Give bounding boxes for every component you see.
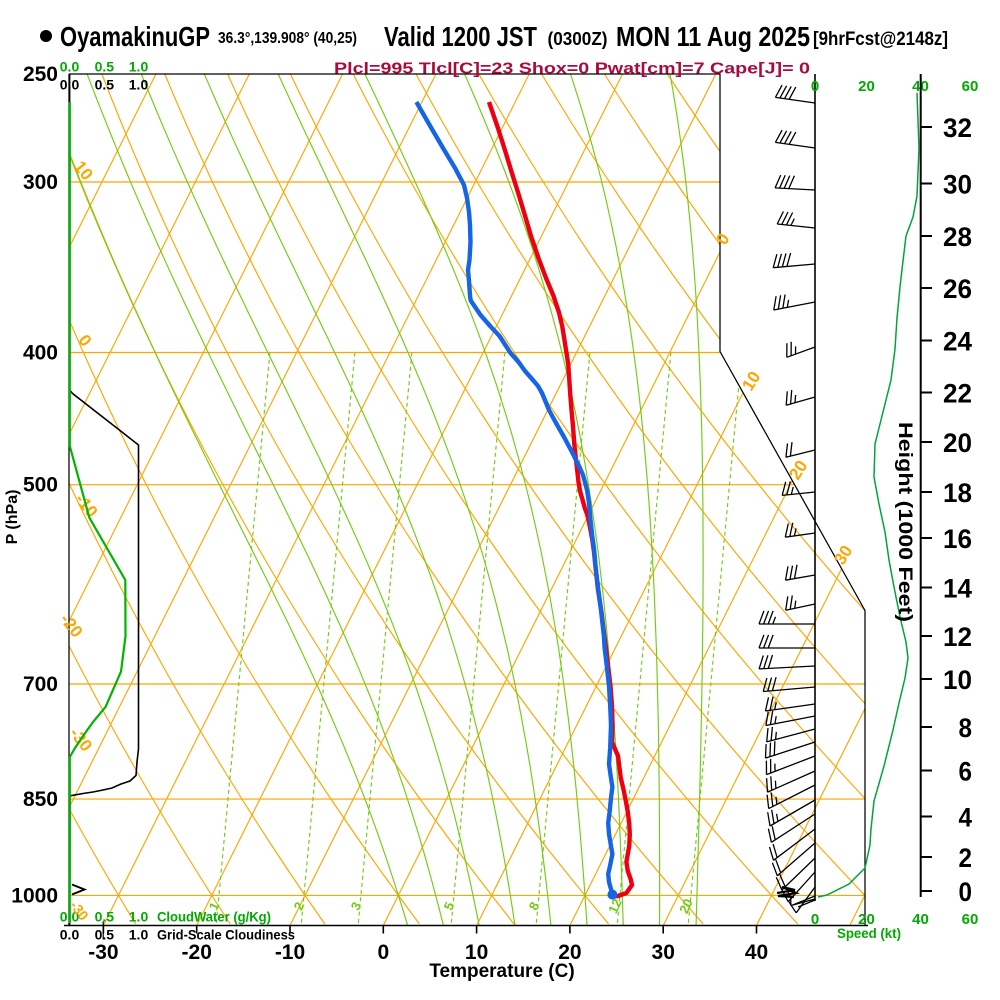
svg-text:1.0: 1.0 <box>129 909 149 925</box>
svg-text:30: 30 <box>652 941 675 964</box>
svg-text:40: 40 <box>912 911 929 928</box>
svg-text:20: 20 <box>676 896 696 915</box>
svg-text:400: 400 <box>23 342 58 365</box>
svg-text:24: 24 <box>943 327 972 357</box>
svg-text:0.0: 0.0 <box>60 927 80 943</box>
svg-text:1.0: 1.0 <box>129 77 149 93</box>
svg-text:36.3°,139.908° (40,25): 36.3°,139.908° (40,25) <box>218 30 357 47</box>
svg-text:Temperature (C): Temperature (C) <box>429 961 574 982</box>
svg-text:16: 16 <box>943 524 972 554</box>
svg-text:P (hPa): P (hPa) <box>4 490 21 545</box>
svg-text:850: 850 <box>23 788 58 811</box>
svg-text:0: 0 <box>811 911 819 928</box>
svg-text:Height (1000 Feet): Height (1000 Feet) <box>894 422 915 622</box>
svg-text:14: 14 <box>943 574 972 604</box>
svg-text:10: 10 <box>465 941 488 964</box>
svg-text:700: 700 <box>23 673 58 696</box>
svg-text:6: 6 <box>959 757 973 787</box>
svg-text:0.5: 0.5 <box>95 927 115 943</box>
svg-text:8: 8 <box>959 713 973 743</box>
svg-text:Valid 1200 JST: Valid 1200 JST <box>384 21 537 52</box>
svg-text:(0300Z): (0300Z) <box>548 29 608 49</box>
svg-text:0: 0 <box>377 941 389 964</box>
svg-text:22: 22 <box>943 379 972 409</box>
svg-text:0.5: 0.5 <box>95 909 115 925</box>
svg-text:60: 60 <box>962 911 979 928</box>
svg-text:Plcl=995 Tlcl[C]=23 Shox=0 Pwa: Plcl=995 Tlcl[C]=23 Shox=0 Pwat[cm]=7 Ca… <box>334 61 810 78</box>
svg-text:0.0: 0.0 <box>60 59 80 75</box>
svg-text:12: 12 <box>605 896 625 915</box>
svg-text:4: 4 <box>959 803 973 833</box>
svg-text:32: 32 <box>943 113 972 143</box>
svg-text:26: 26 <box>943 274 972 304</box>
svg-text:18: 18 <box>943 478 972 508</box>
svg-text:300: 300 <box>23 171 58 194</box>
svg-text:28: 28 <box>943 222 972 252</box>
svg-text:250: 250 <box>23 63 58 86</box>
svg-text:0.5: 0.5 <box>95 59 115 75</box>
svg-text:10: 10 <box>943 665 972 695</box>
svg-text:Grid-Scale Cloudiness: Grid-Scale Cloudiness <box>157 927 295 943</box>
svg-text:[9hrFcst@2148z]: [9hrFcst@2148z] <box>813 29 948 50</box>
svg-text:OyamakinuGP: OyamakinuGP <box>60 21 210 52</box>
svg-text:20: 20 <box>943 428 972 458</box>
svg-text:20: 20 <box>858 911 875 928</box>
svg-text:0: 0 <box>959 877 973 907</box>
svg-text:12: 12 <box>943 622 972 652</box>
svg-text:2: 2 <box>959 843 973 873</box>
svg-text:-20: -20 <box>182 941 212 964</box>
svg-text:20: 20 <box>558 941 581 964</box>
svg-text:Speed (kt): Speed (kt) <box>837 925 901 941</box>
svg-text:60: 60 <box>962 78 979 95</box>
svg-text:-30: -30 <box>88 941 118 964</box>
svg-text:1.0: 1.0 <box>129 927 149 943</box>
svg-text:0.5: 0.5 <box>95 77 115 93</box>
svg-text:1.0: 1.0 <box>129 59 149 75</box>
svg-text:MON 11 Aug 2025: MON 11 Aug 2025 <box>616 21 810 52</box>
svg-text:-10: -10 <box>275 941 305 964</box>
svg-text:500: 500 <box>23 474 58 497</box>
svg-text:1000: 1000 <box>11 884 58 907</box>
svg-text:CloudWater (g/Kg): CloudWater (g/Kg) <box>157 909 271 925</box>
svg-text:30: 30 <box>943 170 972 200</box>
svg-text:40: 40 <box>745 941 768 964</box>
svg-text:0: 0 <box>811 78 819 95</box>
svg-text:20: 20 <box>858 78 875 95</box>
